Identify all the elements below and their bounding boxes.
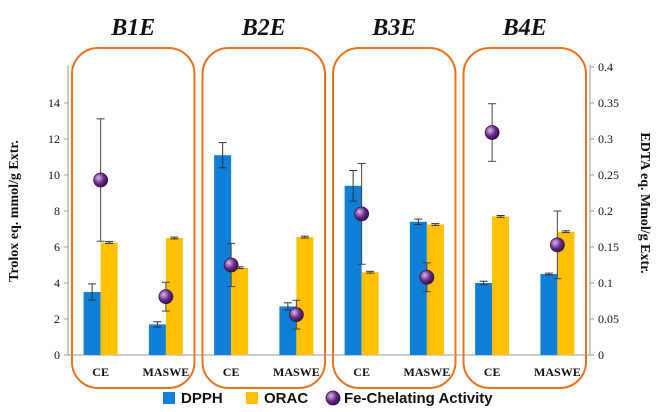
bar-dpph — [83, 292, 101, 355]
bar-orac — [361, 272, 379, 355]
y-tick-label: 8 — [54, 204, 60, 218]
chart-labels: B1E B2E B3E B4E 0 2 4 6 8 10 12 14 0 0.05 0.1 0.15 0.2 0.… — [7, 15, 652, 379]
y2-tick-label: 0.2 — [598, 204, 613, 218]
bar-orac — [426, 224, 444, 355]
legend-swatch-dpph — [163, 392, 175, 404]
group-title: B1E — [110, 15, 155, 41]
category-label: CE — [223, 365, 240, 379]
category-label: CE — [353, 365, 370, 379]
category-label: CE — [92, 365, 109, 379]
y2-tick-label: 0.4 — [598, 60, 613, 74]
y2-tick-label: 0.05 — [598, 312, 619, 326]
category-label: MASWE — [143, 365, 190, 379]
bar-dpph — [540, 274, 558, 355]
fe-chelating-point — [158, 289, 174, 305]
y-tick-label: 12 — [48, 132, 60, 146]
group-title: B4E — [502, 15, 547, 41]
legend-swatch-fe — [325, 390, 341, 406]
y-tick-label: 0 — [54, 348, 60, 362]
category-label: MASWE — [534, 365, 581, 379]
y-tick-label: 14 — [48, 96, 60, 110]
group-frame — [201, 47, 326, 389]
legend-label-fe: Fe-Chelating Activity — [344, 390, 493, 407]
legend: DPPH ORAC Fe-Chelating Activity — [163, 390, 493, 407]
y2-tick-label: 0.1 — [598, 276, 613, 290]
group-frames — [71, 47, 587, 389]
y2-tick-label: 0.3 — [598, 132, 613, 146]
bar-dpph — [475, 283, 493, 355]
bar-dpph — [344, 185, 362, 355]
legend-label-orac: ORAC — [264, 390, 308, 407]
group-title: B2E — [241, 15, 286, 41]
bar-dpph — [214, 155, 232, 355]
group-title: B3E — [371, 15, 416, 41]
fe-chelating-point — [223, 257, 239, 273]
fe-chelating-point — [93, 172, 109, 188]
fe-chelating-point — [549, 237, 565, 253]
y2-tick-label: 0 — [598, 348, 604, 362]
category-label: CE — [484, 365, 501, 379]
bar-orac — [100, 242, 118, 355]
fe-chelating-point — [354, 206, 370, 222]
y-tick-label: 4 — [54, 276, 60, 290]
legend-swatch-orac — [246, 392, 258, 404]
bar-orac — [231, 267, 249, 355]
y-tick-label: 6 — [54, 240, 60, 254]
bar-orac — [492, 216, 510, 355]
fe-chelating-point — [288, 307, 304, 323]
group-frame — [462, 47, 587, 389]
bar-orac — [296, 237, 314, 355]
bar-orac — [557, 231, 575, 355]
group-frame — [71, 47, 196, 389]
y2-tick-label: 0.35 — [598, 96, 619, 110]
y-axis-title: Trolox eq. mmol/g Extr. — [7, 140, 22, 282]
bar-orac — [165, 238, 183, 355]
fe-chelating-point — [419, 269, 435, 285]
y2-tick-label: 0.25 — [598, 168, 619, 182]
bar-dpph — [148, 324, 166, 355]
category-label: MASWE — [404, 365, 451, 379]
group-frame — [332, 47, 457, 389]
y2-tick-label: 0.15 — [598, 240, 619, 254]
y-tick-label: 2 — [54, 312, 60, 326]
fe-chelating-point — [484, 125, 500, 140]
y2-axis-title: EDTA eq. Mmol/g Extr. — [637, 132, 652, 273]
legend-label-dpph: DPPH — [181, 390, 223, 407]
bar-dpph — [409, 221, 427, 355]
chart-marks — [83, 103, 575, 355]
y-tick-label: 10 — [48, 168, 60, 182]
axes — [64, 65, 594, 356]
category-label: MASWE — [273, 365, 320, 379]
